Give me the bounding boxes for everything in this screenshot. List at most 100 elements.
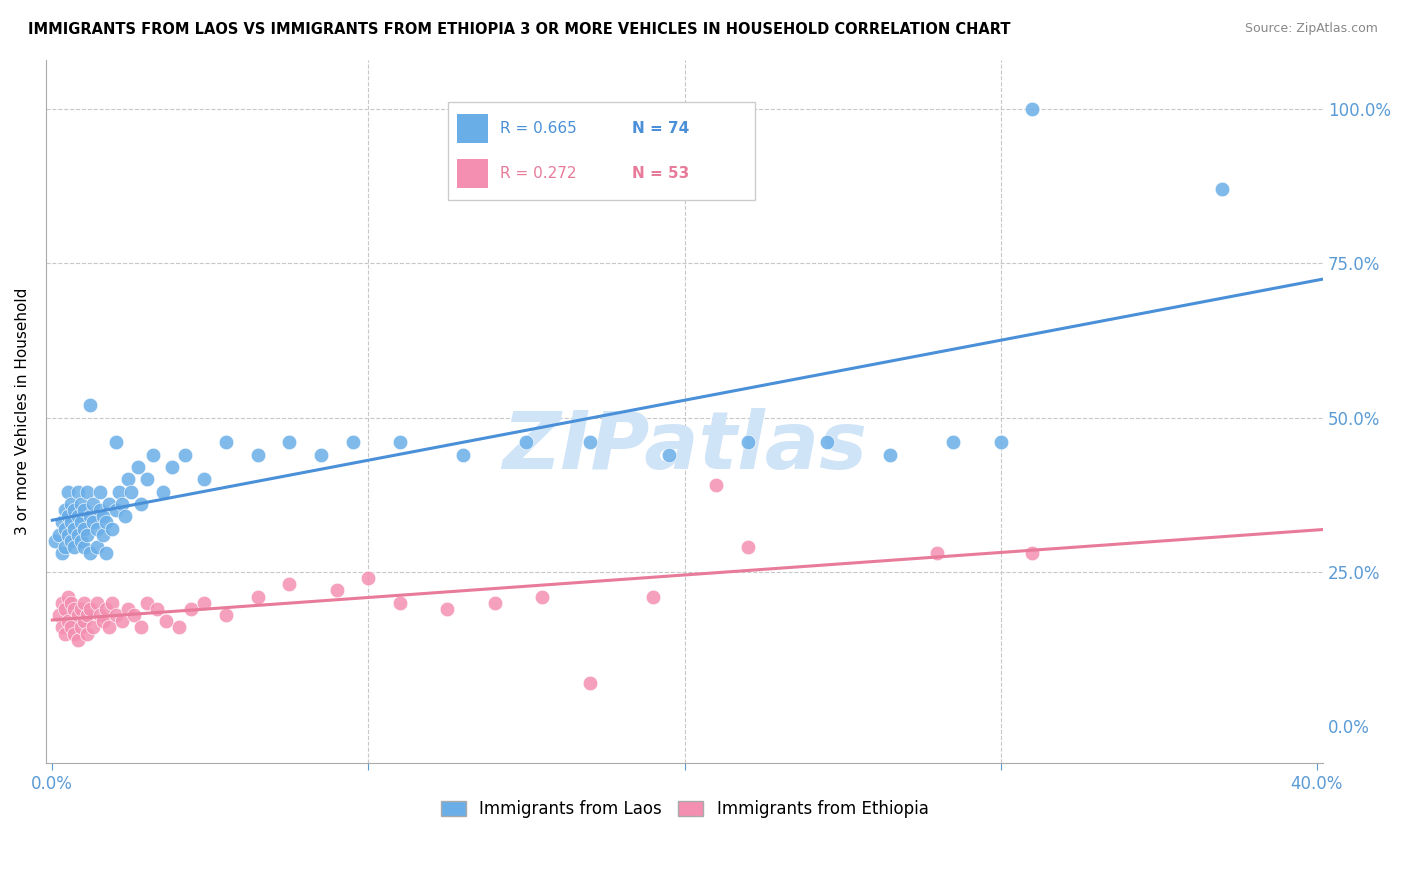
Point: [357, 571, 380, 585]
Point: [79, 602, 101, 616]
Point: [63, 540, 86, 554]
Point: [215, 607, 238, 622]
Point: [82, 516, 104, 530]
Point: [79, 546, 101, 560]
Point: [63, 503, 86, 517]
Point: [56, 484, 79, 499]
Point: [104, 607, 127, 622]
Point: [1021, 546, 1043, 560]
Point: [53, 626, 76, 640]
Point: [111, 614, 134, 628]
Point: [152, 484, 174, 499]
Point: [1211, 182, 1233, 196]
Point: [79, 509, 101, 524]
Point: [107, 484, 129, 499]
Point: [63, 602, 86, 616]
Point: [91, 614, 114, 628]
Point: [73, 596, 96, 610]
Point: [124, 607, 146, 622]
Point: [484, 596, 506, 610]
Point: [60, 620, 83, 634]
Point: [737, 540, 759, 554]
Point: [91, 528, 114, 542]
Point: [737, 435, 759, 450]
Point: [436, 602, 458, 616]
Point: [44, 533, 66, 548]
Point: [142, 448, 165, 462]
Y-axis label: 3 or more Vehicles in Household: 3 or more Vehicles in Household: [15, 288, 30, 535]
Point: [136, 472, 159, 486]
Point: [104, 435, 127, 450]
Point: [79, 398, 101, 412]
Point: [60, 497, 83, 511]
Text: ZIPatlas: ZIPatlas: [502, 408, 868, 485]
Point: [704, 478, 727, 492]
Point: [451, 448, 474, 462]
Point: [111, 497, 134, 511]
Point: [174, 448, 197, 462]
Point: [389, 596, 412, 610]
Point: [56, 528, 79, 542]
Point: [66, 632, 89, 647]
Point: [278, 577, 301, 591]
Point: [53, 503, 76, 517]
Point: [56, 590, 79, 604]
Point: [73, 522, 96, 536]
Point: [578, 676, 600, 690]
Point: [48, 607, 70, 622]
Point: [73, 503, 96, 517]
Point: [246, 590, 269, 604]
Point: [66, 528, 89, 542]
Point: [658, 448, 681, 462]
Point: [104, 503, 127, 517]
Point: [89, 607, 111, 622]
Point: [942, 435, 965, 450]
Point: [990, 435, 1012, 450]
Point: [136, 596, 159, 610]
Point: [69, 497, 91, 511]
Point: [94, 602, 117, 616]
Point: [69, 516, 91, 530]
Point: [69, 602, 91, 616]
Point: [76, 626, 98, 640]
Point: [76, 484, 98, 499]
Point: [66, 607, 89, 622]
Point: [155, 614, 177, 628]
Point: [76, 528, 98, 542]
Point: [48, 528, 70, 542]
Point: [51, 596, 73, 610]
Legend: Immigrants from Laos, Immigrants from Ethiopia: Immigrants from Laos, Immigrants from Et…: [434, 794, 935, 825]
Point: [60, 516, 83, 530]
Point: [180, 602, 202, 616]
Point: [66, 484, 89, 499]
Point: [89, 503, 111, 517]
Point: [215, 435, 238, 450]
Point: [63, 626, 86, 640]
Point: [69, 533, 91, 548]
Point: [129, 620, 152, 634]
Point: [117, 472, 139, 486]
Text: Source: ZipAtlas.com: Source: ZipAtlas.com: [1244, 22, 1378, 36]
Point: [63, 522, 86, 536]
Point: [60, 533, 83, 548]
Point: [56, 614, 79, 628]
Point: [389, 435, 412, 450]
Point: [98, 620, 121, 634]
Point: [162, 459, 184, 474]
Point: [53, 522, 76, 536]
Point: [117, 602, 139, 616]
Point: [342, 435, 364, 450]
Point: [193, 472, 215, 486]
Point: [1021, 102, 1043, 116]
Point: [278, 435, 301, 450]
Text: IMMIGRANTS FROM LAOS VS IMMIGRANTS FROM ETHIOPIA 3 OR MORE VEHICLES IN HOUSEHOLD: IMMIGRANTS FROM LAOS VS IMMIGRANTS FROM …: [28, 22, 1011, 37]
Point: [86, 522, 108, 536]
Point: [127, 459, 149, 474]
Point: [927, 546, 949, 560]
Point: [86, 596, 108, 610]
Point: [326, 583, 349, 598]
Point: [120, 484, 142, 499]
Point: [879, 448, 901, 462]
Point: [167, 620, 190, 634]
Point: [515, 435, 537, 450]
